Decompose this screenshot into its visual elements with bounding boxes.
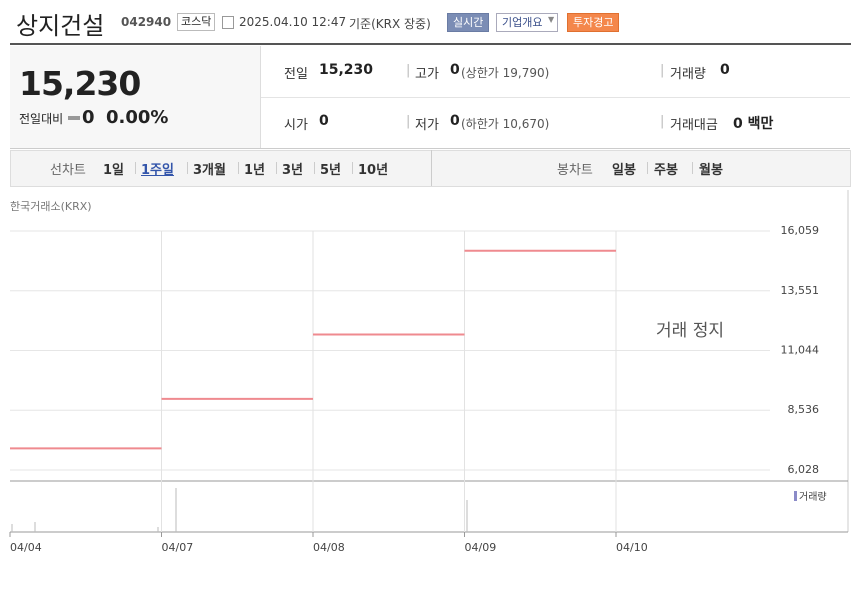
stock-name: 상지건설 [16, 12, 105, 40]
annotation: 거래 정지 [656, 321, 724, 341]
volume-legend: 거래량 [799, 491, 827, 503]
item-value: 0 [450, 62, 460, 78]
item-label: 전일 [284, 67, 308, 82]
tab-sep [276, 162, 277, 174]
tab-sep [647, 162, 648, 174]
item-value: 15,230 [319, 62, 374, 78]
tab-divider [431, 150, 432, 186]
item-note: (상한가 19,790) [461, 66, 550, 80]
market-badge: 코스닥 [177, 13, 216, 31]
item-label: 거래량 [670, 67, 706, 82]
time-basis: 기준(KRX 장중) [349, 17, 431, 31]
y-tick-label: 13,551 [781, 284, 820, 297]
realtime-button[interactable]: 실시간 [447, 13, 490, 32]
item-note: (하한가 10,670) [461, 117, 550, 131]
period-tab[interactable]: 3개월 [193, 163, 226, 178]
row-divider [261, 97, 850, 98]
item-label: 시가 [284, 118, 308, 133]
y-tick-label: 8,536 [788, 403, 820, 416]
current-price: 15,230 [19, 64, 141, 103]
tab-sep [238, 162, 239, 174]
y-tick-label: 16,059 [781, 224, 820, 237]
price-panel [10, 46, 261, 148]
tab-bar [10, 150, 851, 187]
divider: | [406, 114, 411, 129]
item-value: 0 [319, 113, 329, 129]
tab-sep [135, 162, 136, 174]
x-tick-label: 04/08 [313, 541, 345, 554]
change: 0 [82, 107, 95, 128]
header-rule [10, 43, 851, 45]
chart: 한국거래소(KRX) 거래 정지 거래량 6,028 8,536 11,044 13,… [9, 190, 849, 554]
x-tick-label: 04/07 [162, 541, 194, 554]
change-rate: 0.00% [106, 107, 169, 128]
period-tab[interactable]: 5년 [320, 163, 342, 178]
tab-sep [314, 162, 315, 174]
item-value: 0 백만 [733, 116, 774, 132]
period-tab[interactable]: 10년 [358, 163, 389, 178]
period-tab[interactable]: 3년 [282, 163, 304, 178]
item-label: 거래대금 [670, 118, 718, 133]
period-tab[interactable]: 1년 [244, 163, 266, 178]
divider: | [660, 114, 665, 129]
candle-tab[interactable]: 월봉 [699, 163, 723, 178]
candle-tab[interactable]: 일봉 [612, 163, 636, 178]
item-label: 고가 [415, 67, 439, 82]
source: 한국거래소(KRX) [10, 200, 92, 213]
period-tab[interactable]: 1일 [103, 163, 125, 178]
item-value: 0 [450, 113, 460, 129]
x-tick-label: 04/09 [465, 541, 497, 554]
y-tick-label: 11,044 [781, 343, 820, 356]
x-tick-label: 04/04 [10, 541, 42, 554]
change-label: 전일대비 [19, 112, 64, 126]
divider: | [406, 63, 411, 78]
dropdown-arrow: ▼ [548, 15, 555, 24]
tab-sep [352, 162, 353, 174]
summary-bottom [10, 148, 850, 149]
warning-button[interactable]: 투자경고 [567, 13, 620, 32]
x-tick-label: 04/10 [616, 541, 648, 554]
flat-icon [68, 116, 80, 120]
tab-sep [692, 162, 693, 174]
stock-code: 042940 [121, 15, 172, 29]
item-value: 0 [720, 62, 730, 78]
period-tab[interactable]: 1주일 [141, 163, 174, 178]
time: 2025.04.10 12:47 [239, 15, 347, 29]
item-label: 저가 [415, 118, 439, 133]
candle-tab[interactable]: 주봉 [654, 163, 678, 178]
divider: | [660, 63, 665, 78]
volume-legend-swatch [794, 491, 797, 501]
line-chart-label: 선차트 [50, 163, 86, 178]
candle-chart-label: 봉차트 [557, 163, 593, 178]
company-button[interactable]: 기업개요 [496, 13, 558, 32]
calendar-icon [222, 16, 234, 29]
tab-sep [187, 162, 188, 174]
y-tick-label: 6,028 [788, 463, 820, 476]
